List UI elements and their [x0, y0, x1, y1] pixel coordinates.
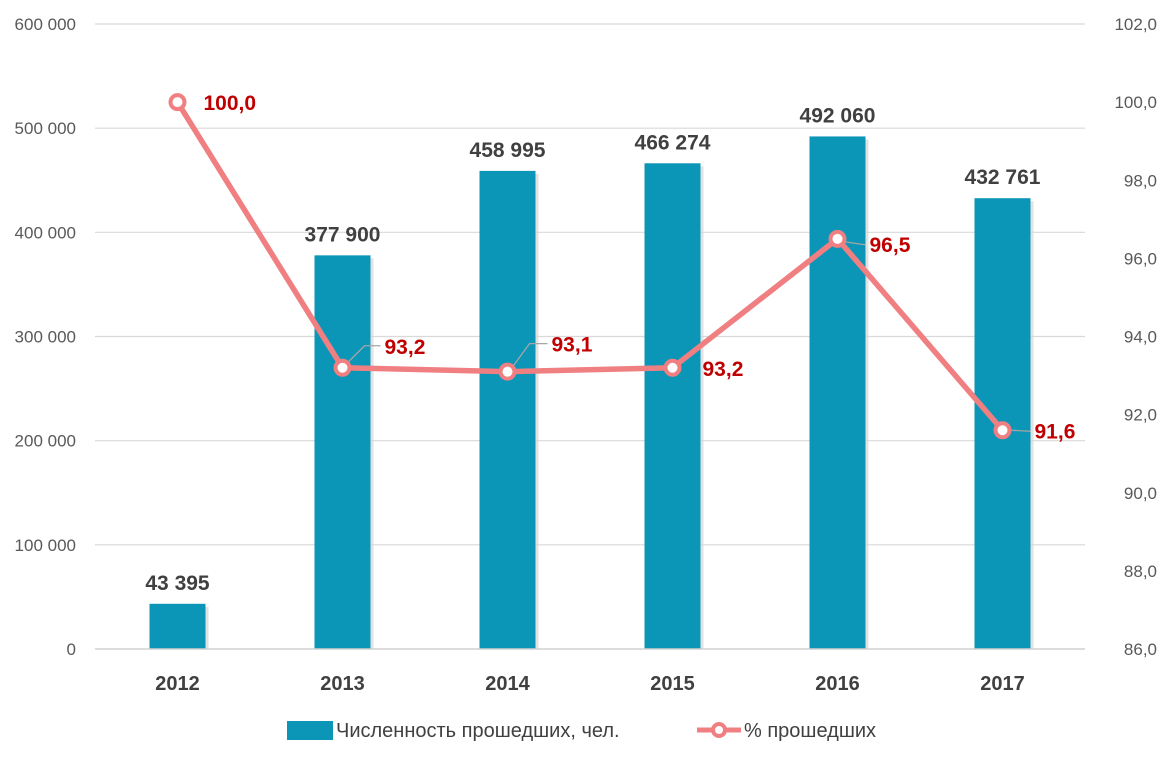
x-tick-label: 2014	[485, 673, 530, 695]
percent-line	[174, 99, 1006, 433]
line-value-label: 93,1	[552, 334, 593, 357]
bar-value-label: 458 995	[470, 139, 546, 162]
line-value-label: 100,0	[204, 92, 257, 115]
bar-value-label: 466 274	[635, 131, 711, 154]
bar-value-label: 43 395	[145, 572, 210, 595]
line-data-labels: 100,0 93,2 93,1 93,2 96,5 91,6	[204, 92, 1076, 443]
line-point-2016	[828, 229, 847, 248]
y-left-tick-label: 400 000	[15, 223, 76, 242]
y-left-tick-label: 600 000	[15, 15, 76, 34]
y-right-tick-label: 100,0	[1114, 93, 1157, 112]
y-right-tick-label: 98,0	[1124, 171, 1157, 190]
bar-series	[149, 136, 1034, 650]
line-point-2014	[498, 362, 517, 381]
y-right-tick-label: 86,0	[1124, 640, 1157, 659]
y-right-tick-label: 94,0	[1124, 328, 1157, 347]
bar-value-label: 432 761	[965, 166, 1041, 189]
leader-lines	[348, 241, 1031, 432]
x-axis: 2012 2013 2014 2015 2016 2017	[95, 648, 1085, 695]
bar-2015	[644, 163, 701, 649]
bar-2014	[479, 170, 536, 650]
right-y-axis: 86,0 88,0 90,0 92,0 94,0 96,0 98,0 100,0 102,0	[1114, 15, 1157, 659]
bar-value-label: 377 900	[305, 223, 381, 246]
line-value-label: 93,2	[385, 336, 426, 359]
y-right-tick-label: 96,0	[1124, 249, 1157, 268]
y-left-tick-label: 500 000	[15, 119, 76, 138]
bar-2013	[314, 255, 371, 649]
y-right-tick-label: 102,0	[1114, 15, 1157, 34]
bar-value-label: 492 060	[800, 104, 876, 127]
x-tick-label: 2017	[980, 673, 1025, 695]
bar-2012	[149, 603, 206, 649]
line-point-2017	[993, 421, 1012, 440]
line-value-label: 91,6	[1035, 420, 1076, 443]
y-left-tick-label: 100 000	[15, 536, 76, 555]
y-left-tick-label: 0	[67, 640, 76, 659]
line-series	[168, 93, 1012, 440]
left-y-axis: 0 100 000 200 000 300 000 400 000 500 000 600 …	[15, 15, 76, 659]
x-tick-label: 2015	[650, 673, 695, 695]
legend-line-marker	[711, 722, 727, 738]
line-point-2015	[663, 358, 682, 377]
x-tick-label: 2016	[815, 673, 860, 695]
line-value-label: 93,2	[703, 358, 744, 381]
legend: Численность прошедших, чел. % прошедших	[287, 720, 876, 742]
x-tick-label: 2013	[320, 673, 365, 695]
label-leader-line	[1010, 429, 1031, 432]
x-tick-label: 2012	[155, 673, 200, 695]
y-right-tick-label: 90,0	[1124, 484, 1157, 503]
legend-bar-label: Численность прошедших, чел.	[336, 720, 620, 742]
y-right-tick-label: 92,0	[1124, 406, 1157, 425]
label-leader-line	[845, 241, 866, 246]
bar-2016	[809, 136, 866, 649]
label-leader-line	[348, 345, 381, 363]
legend-bar-swatch	[287, 721, 333, 740]
line-value-label: 96,5	[870, 234, 911, 257]
y-right-tick-label: 88,0	[1124, 562, 1157, 581]
legend-line-label: % прошедших	[744, 720, 876, 742]
label-leader-line	[512, 343, 548, 367]
line-point-2013	[333, 358, 352, 377]
line-point-2012	[168, 93, 187, 112]
y-left-tick-label: 300 000	[15, 328, 76, 347]
y-left-tick-label: 200 000	[15, 432, 76, 451]
bar-data-labels: 43 395 377 900 458 995 466 274 492 060 432 76…	[145, 104, 1040, 594]
